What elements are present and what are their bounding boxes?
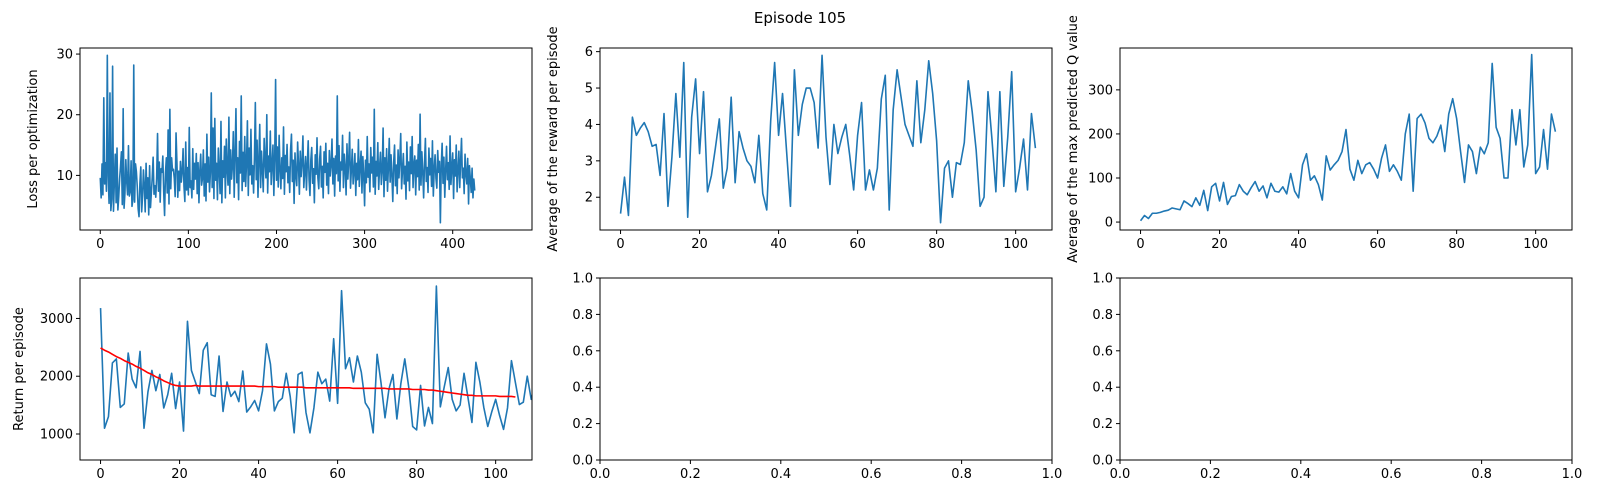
- subplot-maxq: 0 20 40 60 80 100 0 100 200 300 Average of the max…: [1066, 15, 1573, 263]
- x-tick-label: 20: [171, 467, 188, 482]
- x-tick-label: 60: [329, 467, 346, 482]
- x-tick-label: 40: [770, 237, 787, 252]
- y-tick-label: 300: [1088, 83, 1113, 98]
- y-tick-label: 2: [585, 191, 593, 206]
- x-tick-label: 20: [691, 237, 708, 252]
- x-tick-label: 0.8: [1471, 467, 1492, 482]
- x-tick-label: 100: [1003, 237, 1028, 252]
- x-tick-label: 20: [1211, 237, 1228, 252]
- y-tick-label: 2000: [40, 370, 73, 385]
- series-line-return-1: [100, 347, 516, 398]
- x-tick-label: 80: [408, 467, 425, 482]
- y-tick-label: 20: [56, 108, 73, 123]
- x-tick-label: 1.0: [1562, 467, 1583, 482]
- y-tick-label: 0.2: [1092, 417, 1113, 432]
- x-tick-label: 0: [616, 237, 624, 252]
- y-tick-label: 0: [1105, 216, 1113, 231]
- series-line-reward-0: [619, 54, 1037, 224]
- axes-frame: [1119, 47, 1573, 231]
- series-line-loss-0: [99, 54, 476, 224]
- x-tick-label: 80: [1448, 237, 1465, 252]
- y-tick-label: 0.8: [572, 308, 593, 323]
- y-tick-label: 0.2: [572, 417, 593, 432]
- y-tick-label: 30: [56, 48, 73, 63]
- y-tick-label: 0.6: [572, 344, 593, 359]
- y-tick-label: 1.0: [572, 272, 593, 287]
- y-tick-label: 100: [1088, 172, 1113, 187]
- x-tick-label: 60: [1369, 237, 1386, 252]
- y-tick-label: 1.0: [1092, 272, 1113, 287]
- x-tick-label: 0: [1136, 237, 1144, 252]
- subplot-reward: 0 20 40 60 80 100 2 3 4 5 6 Average of the reward p…: [546, 26, 1053, 252]
- x-tick-label: 0.6: [1381, 467, 1402, 482]
- x-tick-label: 100: [176, 237, 201, 252]
- y-axis-label: Average of the max predicted Q value: [1066, 15, 1081, 263]
- subplot-empty1: 0.0 0.2 0.4 0.6 0.8 1.0 0.0 0.2 0.4 0.6 0.8 1.0: [572, 272, 1062, 483]
- y-tick-label: 0.6: [1092, 344, 1113, 359]
- x-tick-label: 40: [1290, 237, 1307, 252]
- x-tick-label: 0.4: [1290, 467, 1311, 482]
- y-tick-label: 0.0: [1092, 454, 1113, 469]
- y-tick-label: 200: [1088, 127, 1113, 142]
- x-tick-label: 0.0: [590, 467, 611, 482]
- axes-frame: [79, 47, 533, 231]
- x-tick-label: 100: [483, 467, 508, 482]
- subplot-loss: 0 100 200 300 400 10 20 30 Loss per optimization: [26, 47, 533, 252]
- y-axis-label: Loss per optimization: [26, 69, 41, 208]
- x-tick-label: 200: [264, 237, 289, 252]
- subplot-empty2: 0.0 0.2 0.4 0.6 0.8 1.0 0.0 0.2 0.4 0.6 0.8 1.0: [1092, 272, 1582, 483]
- x-tick-label: 300: [352, 237, 377, 252]
- y-tick-label: 0.0: [572, 454, 593, 469]
- x-tick-label: 40: [250, 467, 267, 482]
- series-line-maxq-0: [1139, 53, 1557, 222]
- subplot-return: 0 20 40 60 80 100 1000 2000 3000 Return per episo…: [12, 277, 533, 482]
- y-tick-label: 5: [585, 82, 593, 97]
- x-tick-label: 0.4: [770, 467, 791, 482]
- x-tick-label: 60: [849, 237, 866, 252]
- y-tick-label: 0.4: [572, 381, 593, 396]
- x-tick-label: 0.0: [1110, 467, 1131, 482]
- figure-title: Episode 105: [754, 9, 846, 27]
- y-axis-label: Average of the reward per episode: [546, 26, 561, 251]
- y-tick-label: 10: [56, 169, 73, 184]
- x-tick-label: 400: [440, 237, 465, 252]
- x-tick-label: 0.8: [951, 467, 972, 482]
- x-tick-label: 0.2: [1200, 467, 1221, 482]
- y-tick-label: 6: [585, 45, 593, 60]
- y-tick-label: 3: [585, 154, 593, 169]
- x-tick-label: 80: [928, 237, 945, 252]
- x-tick-label: 100: [1523, 237, 1548, 252]
- axes-frame: [599, 277, 1053, 461]
- y-tick-label: 0.4: [1092, 381, 1113, 396]
- x-tick-label: 0.6: [861, 467, 882, 482]
- y-axis-label: Return per episode: [12, 307, 27, 431]
- y-tick-label: 1000: [40, 428, 73, 443]
- y-tick-label: 0.8: [1092, 308, 1113, 323]
- series-line-return-0: [99, 285, 532, 434]
- x-tick-label: 0: [96, 467, 104, 482]
- axes-frame: [599, 47, 1053, 231]
- axes-frame: [1119, 277, 1573, 461]
- y-tick-label: 3000: [40, 312, 73, 327]
- x-tick-label: 1.0: [1042, 467, 1063, 482]
- x-tick-label: 0: [96, 237, 104, 252]
- x-tick-label: 0.2: [680, 467, 701, 482]
- y-tick-label: 4: [585, 118, 593, 133]
- axes-frame: [79, 277, 533, 461]
